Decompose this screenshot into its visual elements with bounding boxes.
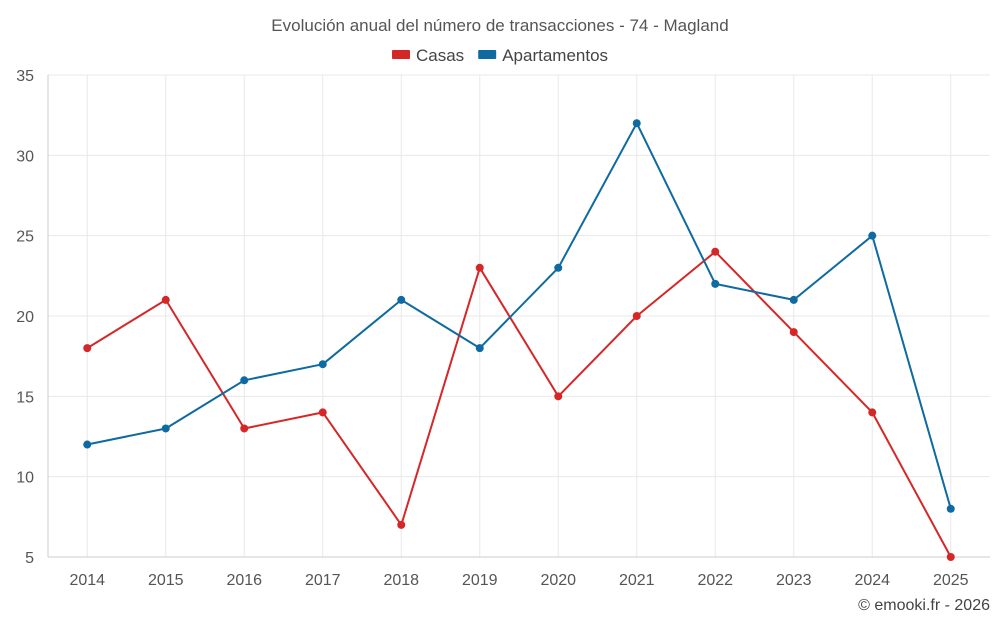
x-tick-label: 2018 <box>383 572 419 589</box>
data-point-apartamentos <box>632 119 641 128</box>
series-line-casas <box>86 250 952 558</box>
data-point-apartamentos <box>83 440 92 449</box>
legend-item-casas: Casas <box>392 46 464 65</box>
legend-swatch <box>478 50 497 59</box>
data-point-casas <box>318 408 327 417</box>
data-point-casas <box>475 263 484 272</box>
data-point-casas <box>554 392 563 401</box>
x-tick-label: 2023 <box>776 572 812 589</box>
y-tick-label: 25 <box>16 229 34 246</box>
data-point-casas <box>868 408 877 417</box>
data-point-casas <box>789 328 798 337</box>
x-tick-label: 2016 <box>226 572 262 589</box>
data-point-casas <box>632 312 641 320</box>
data-point-casas <box>240 424 249 433</box>
grid-lines <box>48 74 990 558</box>
series-group <box>83 119 955 561</box>
chart-title: Evolución anual del número de transaccio… <box>271 16 728 35</box>
data-point-casas <box>711 247 720 256</box>
data-point-casas <box>161 295 170 304</box>
data-point-apartamentos <box>161 424 170 433</box>
x-tick-label: 2021 <box>619 572 655 589</box>
data-point-apartamentos <box>711 279 720 288</box>
credit-text: © emooki.fr - 2026 <box>858 597 990 614</box>
y-tick-label: 20 <box>16 309 34 326</box>
data-point-casas <box>83 344 92 353</box>
data-point-casas <box>946 553 955 561</box>
y-axis: 5 10 15 20 25 30 35 <box>16 68 49 567</box>
x-tick-label: 2014 <box>69 572 105 589</box>
data-point-apartamentos <box>789 295 798 304</box>
y-tick-label: 5 <box>25 550 34 567</box>
data-point-apartamentos <box>318 360 327 369</box>
data-point-apartamentos <box>554 263 563 272</box>
x-axis: 2014 2015 2016 2017 2018 2019 2020 2021 2022 2023… <box>48 556 990 589</box>
x-tick-label: 2015 <box>148 572 184 589</box>
x-tick-label: 2019 <box>462 572 498 589</box>
series-line-apartamentos <box>87 122 952 510</box>
y-tick-label: 15 <box>16 389 34 406</box>
legend: Casas Apartamentos <box>392 46 608 65</box>
data-point-apartamentos <box>475 344 484 353</box>
y-tick-label: 35 <box>16 68 34 85</box>
y-tick-label: 10 <box>16 470 34 487</box>
data-point-apartamentos <box>946 504 955 513</box>
legend-item-apartamentos: Apartamentos <box>478 46 608 65</box>
x-tick-label: 2025 <box>933 572 969 589</box>
legend-swatch <box>392 50 410 59</box>
legend-label: Apartamentos <box>502 46 608 65</box>
data-point-apartamentos <box>240 376 249 385</box>
data-point-apartamentos <box>868 231 877 240</box>
y-tick-label: 30 <box>16 148 34 165</box>
x-tick-label: 2024 <box>854 572 890 589</box>
x-tick-label: 2020 <box>540 572 576 589</box>
data-point-apartamentos <box>397 295 406 304</box>
data-point-casas <box>397 520 406 529</box>
legend-label: Casas <box>416 46 464 65</box>
x-tick-label: 2022 <box>697 572 733 589</box>
x-tick-label: 2017 <box>305 572 341 589</box>
